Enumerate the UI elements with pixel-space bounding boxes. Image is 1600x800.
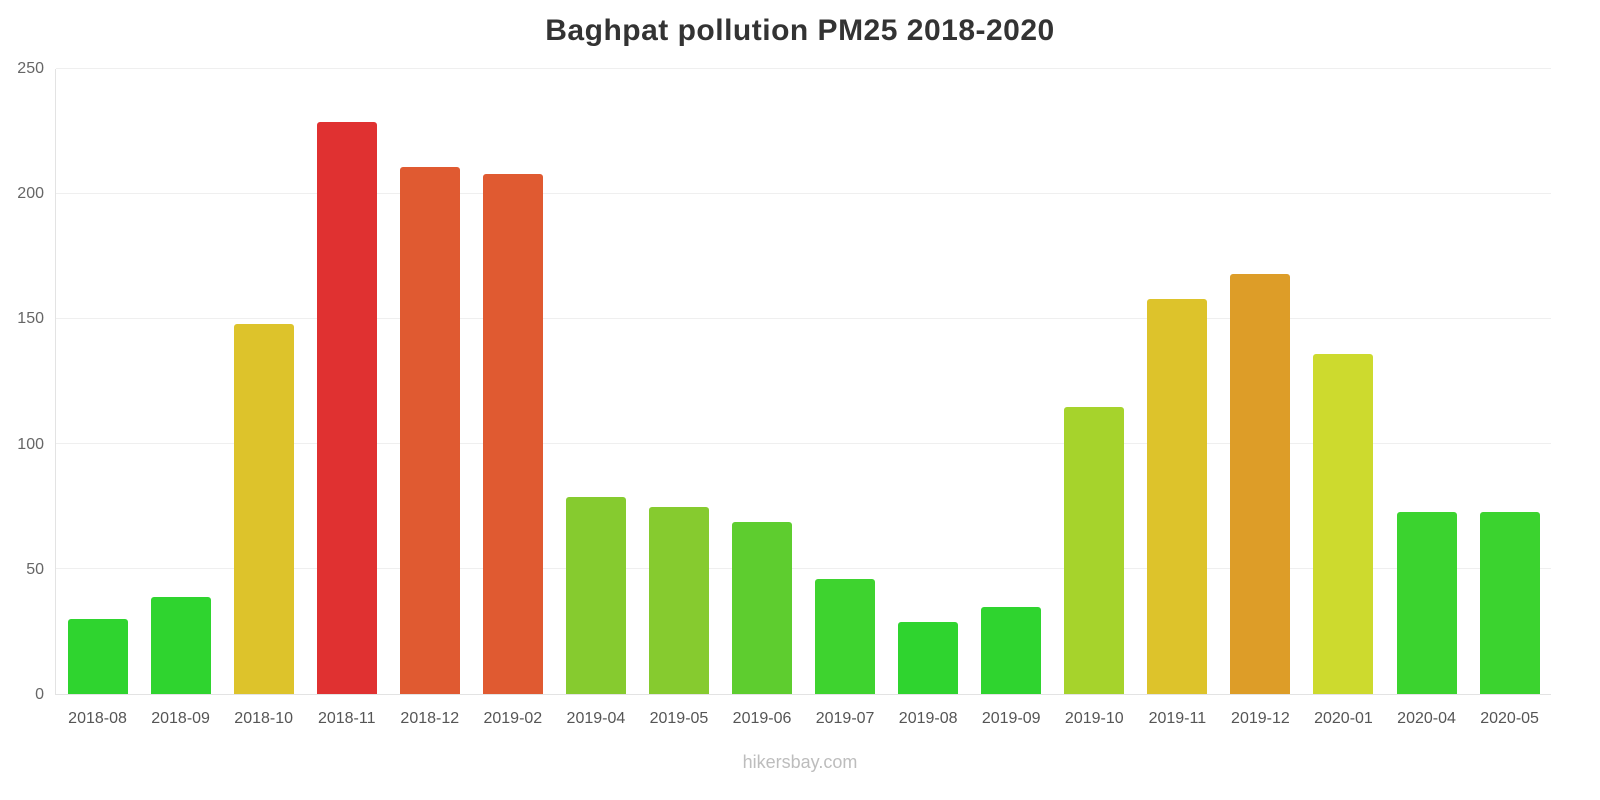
x-tick-label: 2019-11 (1148, 710, 1207, 727)
bar-2018-09 (150, 596, 211, 694)
x-tick-label: 2019-02 (483, 710, 543, 727)
x-tick-label: 2019-04 (566, 710, 626, 727)
bar-group: 2019-10 (1053, 69, 1136, 727)
bar-2018-08 (67, 619, 128, 694)
y-tick-label: 150 (17, 310, 44, 328)
gridline (56, 318, 1551, 319)
y-tick-label: 250 (17, 60, 44, 77)
bar-2019-09 (981, 606, 1042, 694)
bar-2019-02 (482, 174, 543, 694)
bar-2019-06 (732, 521, 793, 694)
bar-2018-10 (233, 324, 294, 694)
x-tick-label: 2019-09 (981, 710, 1041, 727)
bar-group: 2019-08 (887, 69, 970, 727)
y-axis: 0 50 100 150 200 250 (0, 61, 44, 703)
x-tick-label: 2019-05 (649, 710, 709, 727)
chart-title: Baghpat pollution PM25 2018-2020 (545, 14, 1055, 47)
bar-group: 2019-04 (554, 69, 637, 727)
bar-group: 2019-07 (804, 69, 887, 727)
bar-2019-07 (815, 579, 876, 694)
bar-2018-12 (399, 166, 460, 694)
bar-2019-12 (1230, 274, 1291, 694)
gridline (56, 568, 1551, 569)
bar-2018-11 (316, 121, 377, 694)
x-tick-label: 2018-11 (317, 710, 376, 727)
bar-group: 2019-09 (970, 69, 1053, 727)
bar-group: 2020-05 (1468, 69, 1551, 727)
x-tick-label: 2018-08 (68, 710, 127, 727)
y-tick-label: 200 (17, 185, 44, 203)
watermark: hikersbay.com (742, 752, 858, 772)
gridline (56, 193, 1551, 194)
bar-2020-01 (1313, 354, 1374, 694)
bar-group: 2019-06 (721, 69, 804, 727)
x-tick-label: 2019-10 (1064, 710, 1124, 727)
bar-group: 2020-01 (1302, 69, 1385, 727)
bar-group: 2018-12 (388, 69, 471, 727)
bar-2020-04 (1396, 511, 1457, 694)
y-tick-label: 50 (26, 560, 44, 578)
bar-2019-08 (898, 621, 959, 694)
x-tick-label: 2019-06 (732, 710, 792, 727)
bar-group: 2019-05 (637, 69, 720, 727)
bar-group: 2018-10 (222, 69, 305, 727)
bar-group: 2018-09 (139, 69, 222, 727)
x-tick-label: 2020-01 (1314, 710, 1373, 727)
x-tick-label: 2020-05 (1480, 710, 1539, 727)
x-tick-label: 2018-10 (234, 710, 294, 727)
x-tick-label: 2019-08 (898, 710, 958, 727)
x-tick-label: 2020-04 (1397, 710, 1456, 727)
bar-chart: 2018-08 2018-09 2018-10 2018-11 2018-12 2019-… (55, 68, 1551, 727)
gridline (56, 68, 1551, 69)
plot-area: 2018-08 2018-09 2018-10 2018-11 2018-12 2019-… (56, 69, 1551, 727)
bar-2019-10 (1064, 406, 1125, 694)
bar-group: 2019-11 (1136, 69, 1219, 727)
x-tick-label: 2019-12 (1231, 710, 1290, 727)
y-tick-label: 0 (35, 686, 44, 703)
x-tick-label: 2018-12 (400, 710, 460, 727)
bar-2019-11 (1147, 299, 1208, 694)
bar-2019-05 (648, 506, 709, 694)
x-tick-label: 2018-09 (151, 710, 210, 727)
x-tick-label: 2019-07 (815, 710, 875, 727)
bar-group: 2018-11 (305, 69, 388, 727)
bar-2019-04 (565, 496, 626, 694)
bar-2020-05 (1479, 511, 1540, 694)
bar-group: 2018-08 (56, 69, 139, 727)
bar-group: 2019-12 (1219, 69, 1302, 727)
y-tick-label: 100 (17, 435, 44, 453)
bar-group: 2020-04 (1385, 69, 1468, 727)
bar-group: 2019-02 (471, 69, 554, 727)
gridline (56, 443, 1551, 444)
